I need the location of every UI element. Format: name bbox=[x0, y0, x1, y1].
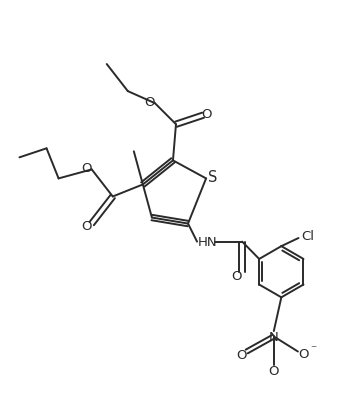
Text: O: O bbox=[81, 219, 91, 232]
Text: O: O bbox=[236, 348, 246, 361]
Text: HN: HN bbox=[198, 236, 217, 249]
Text: O: O bbox=[298, 347, 309, 360]
Text: O: O bbox=[81, 162, 91, 175]
Text: N: N bbox=[269, 330, 279, 343]
Text: O: O bbox=[144, 96, 155, 109]
Text: ⁻: ⁻ bbox=[310, 343, 317, 356]
Text: Cl: Cl bbox=[301, 229, 314, 243]
Text: O: O bbox=[268, 364, 278, 377]
Text: O: O bbox=[202, 108, 212, 121]
Text: S: S bbox=[208, 169, 217, 184]
Text: O: O bbox=[232, 269, 242, 282]
